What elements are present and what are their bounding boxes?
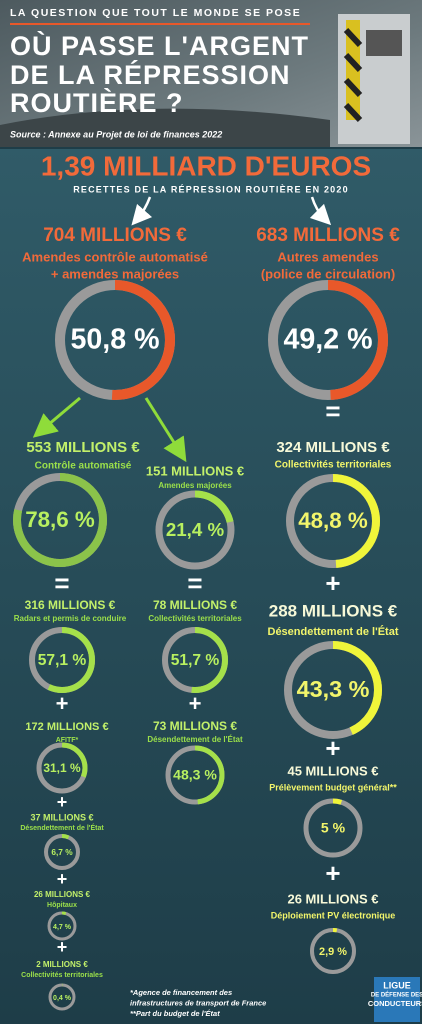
label: + amendes majorées (51, 266, 179, 281)
amount: 172 MILLIONS € (25, 721, 108, 733)
label: Désendettement de l'État (147, 735, 243, 744)
title: ROUTIÈRE ? (10, 87, 184, 118)
footnote: infrastructures de transport de France (130, 998, 266, 1007)
footnote: *Agence de financement des (130, 988, 232, 997)
label: Prélèvement budget général** (269, 782, 397, 792)
ring-share (310, 928, 356, 974)
share-label: 5 % (321, 820, 346, 836)
share-label: 4,7 % (53, 924, 72, 931)
connector: + (325, 858, 340, 888)
title: DE LA RÉPRESSION (10, 59, 291, 90)
label: Radars et permis de conduire (14, 614, 127, 623)
connector: = (187, 568, 202, 598)
ring-share (284, 641, 382, 739)
kicker: LA QUESTION QUE TOUT LE MONDE SE POSE (10, 7, 301, 19)
share-label: 31,1 % (43, 761, 81, 775)
connector: + (56, 691, 69, 716)
share-label: 21,4 % (166, 519, 225, 540)
connector: + (57, 792, 68, 812)
ring-share (162, 627, 228, 693)
amount: 26 MILLIONS € (34, 890, 91, 899)
amount: 324 MILLIONS € (276, 439, 390, 456)
label: AFITF* (56, 737, 79, 744)
amount: 151 MILLIONS € (146, 463, 244, 478)
share-label: 50,8 % (70, 324, 159, 356)
amount: 45 MILLIONS € (287, 763, 378, 778)
label: Amendes majorées (158, 481, 232, 490)
amount: 26 MILLIONS € (287, 891, 378, 906)
connector: + (57, 937, 68, 957)
share-label: 49,2 % (283, 324, 372, 356)
label: (police de circulation) (261, 266, 395, 281)
share-label: 0,4 % (53, 995, 72, 1002)
road (0, 108, 330, 148)
logo-text: LIGUE (383, 980, 411, 990)
share-label: 51,7 % (171, 652, 220, 669)
arrow (309, 196, 332, 226)
connector: + (57, 869, 68, 889)
ring-share (47, 911, 77, 941)
connector: = (54, 568, 69, 598)
amount: 2 MILLIONS € (36, 960, 88, 969)
label: Amendes contrôle automatisé (22, 249, 208, 264)
connector: = (325, 396, 340, 426)
label: Autres amendes (277, 249, 378, 264)
ring-share (55, 280, 175, 400)
connector: + (325, 568, 340, 598)
share-label: 43,3 % (297, 676, 370, 702)
share-label: 78,6 % (25, 507, 95, 532)
label: Désendettement de l'État (20, 823, 104, 832)
amount: 288 MILLIONS € (269, 601, 398, 620)
logo-text: DE DÉFENSE DES (371, 991, 422, 999)
ring-share (268, 280, 388, 400)
ring-share (48, 983, 76, 1011)
label: Désendettement de l'État (268, 625, 399, 638)
logo-text: CONDUCTEURS (368, 999, 422, 1008)
title: OÙ PASSE L'ARGENT (10, 30, 309, 61)
ring-share (13, 473, 107, 567)
ring-share (36, 742, 88, 794)
ring-share (165, 745, 225, 805)
amount: 553 MILLIONS € (26, 439, 140, 456)
ring-share (155, 490, 235, 570)
label: Hôpitaux (47, 902, 77, 909)
ring-share (303, 798, 363, 858)
share-label: 48,3 % (173, 767, 217, 783)
label: Contrôle automatisé (35, 461, 132, 472)
label: Déploiement PV électronique (271, 910, 396, 920)
amount: 683 MILLIONS € (256, 225, 400, 246)
ring-share (44, 834, 80, 870)
arrow (144, 397, 187, 463)
label: Collectivités territoriales (21, 972, 103, 979)
amount: 78 MILLIONS € (153, 598, 237, 612)
ring-share (286, 474, 380, 568)
arrow (32, 396, 81, 438)
ring-share (29, 627, 95, 693)
share-label: 48,8 % (298, 508, 368, 533)
share-label: 2,9 % (319, 946, 347, 958)
connector: + (325, 733, 340, 763)
share-label: 6,7 % (51, 847, 73, 857)
total-amount: 1,39 MILLIARD D'EUROS (41, 150, 371, 181)
amount: 316 MILLIONS € (25, 598, 116, 612)
label: Collectivités territoriales (275, 460, 392, 471)
footnote: **Part du budget de l'État (130, 1009, 220, 1018)
share-label: 57,1 % (38, 652, 87, 669)
arrow (131, 196, 153, 226)
source: Source : Annexe au Projet de loi de fina… (10, 129, 222, 139)
total-caption: RECETTES DE LA RÉPRESSION ROUTIÈRE EN 20… (73, 184, 349, 194)
amount: 704 MILLIONS € (43, 225, 187, 246)
speed-camera (338, 14, 410, 144)
logo (374, 977, 420, 1022)
label: Collectivités territoriales (148, 614, 242, 623)
amount: 37 MILLIONS € (30, 812, 93, 822)
connector: + (189, 691, 202, 716)
amount: 73 MILLIONS € (153, 719, 237, 733)
